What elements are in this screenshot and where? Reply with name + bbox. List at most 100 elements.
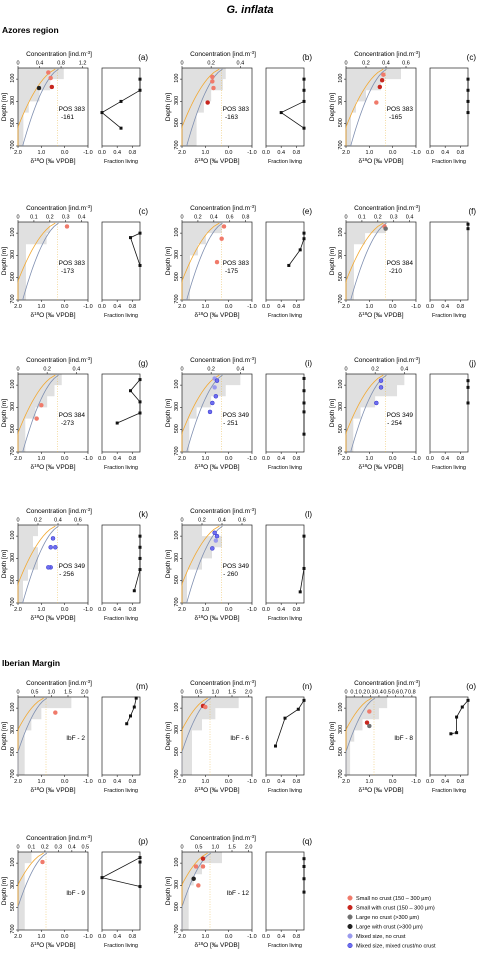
equilibrium-curve-blue — [17, 697, 48, 775]
fraction-point — [119, 126, 123, 130]
d18o-tick-label: 0.0 — [61, 150, 69, 156]
fraction-point — [138, 88, 142, 92]
equilibrium-curve-blue — [22, 525, 59, 604]
d18o-tick-label: 1.0 — [38, 934, 46, 940]
conc-axis-label: Concentration [ind.m-3] — [26, 356, 92, 364]
d18o-tick-label: -1.0 — [411, 304, 420, 310]
panel-letter: (o) — [466, 682, 476, 691]
depth-axis-label: Depth [m] — [165, 399, 172, 427]
equilibrium-curve-yellow — [17, 68, 56, 146]
fraction-frame — [265, 221, 305, 301]
d18o-sup: 18 — [362, 157, 368, 162]
d18o-post: O [‰ VPDB] — [203, 158, 240, 165]
frac-tick-label: 0.0 — [262, 779, 270, 785]
d18o-axis-label: δ18O [‰ VPDB] — [30, 786, 75, 794]
fraction-point — [302, 857, 306, 861]
fraction-point — [129, 236, 132, 240]
depth-tick-label: 100 — [10, 531, 16, 540]
cast-label: -175 — [225, 268, 238, 275]
fraction-axis-label: Fraction living — [104, 159, 138, 165]
conc-tick-label: 0.4 — [218, 518, 226, 524]
depth-tick-label: 500 — [174, 272, 180, 281]
fraction-point — [296, 707, 300, 711]
figure-title: G. inflata — [226, 4, 273, 16]
conc-axis-label: Concentration [ind.m-3] — [190, 204, 256, 212]
depth-tick-label: 700 — [338, 769, 344, 778]
depth-tick-label: 100 — [174, 858, 180, 867]
legend-label: Large no crust (>300 µm) — [356, 915, 419, 921]
panel-letter: (j) — [469, 359, 476, 368]
fraction-axis-label: Fraction living — [432, 313, 466, 319]
fraction-point — [138, 556, 142, 560]
fraction-point — [138, 545, 142, 549]
station-label: POS 384 — [59, 412, 86, 419]
depth-tick-label: 100 — [174, 703, 180, 712]
conc-tick-label: 0.4 — [68, 845, 76, 851]
data-point — [193, 864, 199, 869]
d18o-tick-label: -1.0 — [83, 607, 92, 613]
data-point — [48, 75, 53, 81]
d18o-tick-label: 2.0 — [14, 456, 22, 462]
depth-tick-label: 100 — [10, 380, 16, 389]
depth-tick-label: 100 — [174, 380, 180, 389]
conc-close: ] — [254, 205, 256, 212]
fraction-point — [138, 231, 142, 235]
concentration-area — [182, 68, 226, 146]
data-point — [378, 385, 384, 390]
conc-axis-label: Concentration [ind.m-3] — [354, 204, 420, 212]
depth-tick-label: 700 — [10, 446, 16, 455]
data-point — [40, 859, 45, 865]
conc-close: ] — [254, 357, 256, 364]
depth-tick-label: 700 — [174, 140, 180, 149]
equilibrium-curve-blue — [181, 852, 212, 930]
d18o-tick-label: 0.0 — [225, 304, 233, 310]
frac-tick-label: 0.4 — [277, 607, 285, 613]
frac-tick-label: 0.0 — [98, 456, 106, 462]
plot-frame — [17, 524, 89, 604]
fraction-point — [302, 389, 306, 393]
depth-tick-label: 500 — [10, 118, 16, 127]
frac-tick-label: 0.0 — [426, 150, 434, 156]
depth-tick-label: 700 — [174, 597, 180, 606]
fraction-point — [466, 698, 470, 702]
equilibrium-curve-blue — [186, 374, 223, 453]
frac-tick-label: 0.0 — [98, 150, 106, 156]
panel-letter: (m) — [136, 682, 148, 691]
d18o-tick-label: -1.0 — [411, 150, 420, 156]
fraction-point — [302, 126, 306, 130]
d18o-tick-label: 1.0 — [202, 607, 210, 613]
depth-tick-label: 100 — [174, 228, 180, 237]
conc-close: ] — [90, 51, 92, 58]
panel-letter: (e) — [302, 207, 312, 216]
fraction-axis-label: Fraction living — [268, 465, 302, 471]
d18o-tick-label: -1.0 — [247, 456, 256, 462]
fraction-point — [138, 534, 142, 538]
equilibrium-curve-blue — [350, 222, 387, 301]
legend-marker — [347, 923, 353, 930]
d18o-sup: 18 — [362, 463, 368, 468]
panel-letter: (l) — [305, 510, 312, 519]
conc-tick-label: 0.2 — [34, 518, 42, 524]
d18o-tick-label: 0.0 — [389, 304, 397, 310]
conc-tick-label: 0 — [344, 215, 347, 221]
fraction-axis-label: Fraction living — [104, 313, 138, 319]
panel-0: POS 383-161 0 0.4 0.8 1.2 Concentration [ind.… — [1, 50, 148, 165]
conc-axis-label: Concentration [ind.m-3] — [190, 356, 256, 364]
frac-tick-label: 0.8 — [293, 779, 301, 785]
depth-tick-label: 700 — [174, 924, 180, 933]
frac-tick-label: 0.0 — [426, 779, 434, 785]
d18o-post: O [‰ VPDB] — [367, 158, 404, 165]
conc-sup: -3 — [414, 204, 418, 209]
panel-11: IbF - 2 0 0.5 1.0 1.5 2.0 Concentration [ind.m… — [1, 679, 148, 794]
fraction-frame — [265, 67, 305, 147]
conc-tick-label: 1.0 — [48, 690, 56, 696]
fraction-point — [466, 77, 470, 81]
conc-tick-label: 0.4 — [54, 518, 62, 524]
equilibrium-curve-blue — [22, 374, 59, 453]
depth-axis-label: Depth [m] — [329, 722, 336, 750]
depth-axis-label: Depth [m] — [329, 247, 336, 275]
d18o-tick-label: 0.0 — [225, 456, 233, 462]
cast-label: - 256 — [59, 571, 74, 578]
fraction-line — [299, 536, 305, 592]
